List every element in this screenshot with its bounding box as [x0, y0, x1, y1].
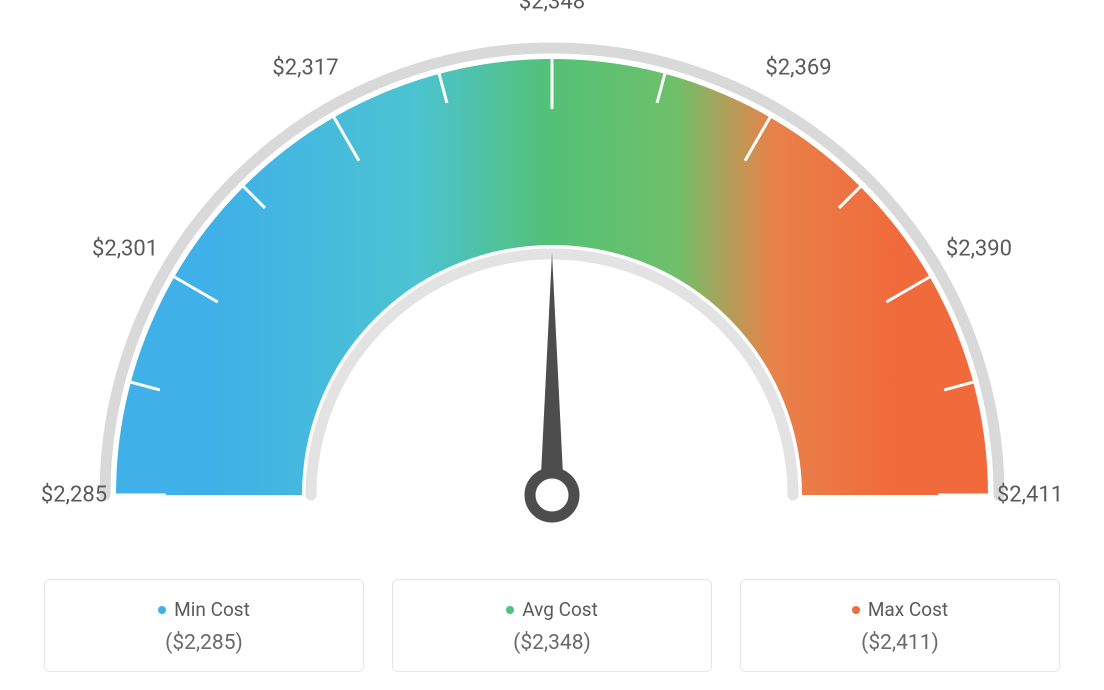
gauge-tick-label: $2,348 — [519, 0, 585, 15]
min-cost-value: ($2,285) — [55, 631, 353, 655]
cost-gauge: $2,285 $2,301 $2,317 $2,348 $2,369 $2,390 $2,4… — [0, 0, 1104, 560]
avg-cost-title: Avg Cost — [506, 598, 598, 621]
summary-cards: Min Cost ($2,285) Avg Cost ($2,348) Max … — [0, 579, 1104, 672]
gauge-tick-label: $2,301 — [92, 236, 158, 261]
gauge-svg — [0, 0, 1104, 560]
avg-dot-icon — [506, 606, 514, 614]
max-cost-card: Max Cost ($2,411) — [740, 579, 1060, 672]
avg-cost-card: Avg Cost ($2,348) — [392, 579, 712, 672]
avg-cost-value: ($2,348) — [403, 631, 701, 655]
min-cost-label: Min Cost — [174, 598, 250, 621]
gauge-tick-label: $2,411 — [997, 483, 1063, 508]
max-cost-title: Max Cost — [852, 598, 948, 621]
min-cost-card: Min Cost ($2,285) — [44, 579, 364, 672]
gauge-tick-label: $2,317 — [272, 56, 338, 81]
min-dot-icon — [158, 606, 166, 614]
gauge-tick-label: $2,369 — [765, 56, 831, 81]
max-cost-value: ($2,411) — [751, 631, 1049, 655]
min-cost-title: Min Cost — [158, 598, 250, 621]
avg-cost-label: Avg Cost — [522, 598, 598, 621]
max-dot-icon — [852, 606, 860, 614]
gauge-tick-label: $2,285 — [41, 483, 107, 508]
max-cost-label: Max Cost — [868, 598, 948, 621]
gauge-tick-label: $2,390 — [946, 236, 1012, 261]
